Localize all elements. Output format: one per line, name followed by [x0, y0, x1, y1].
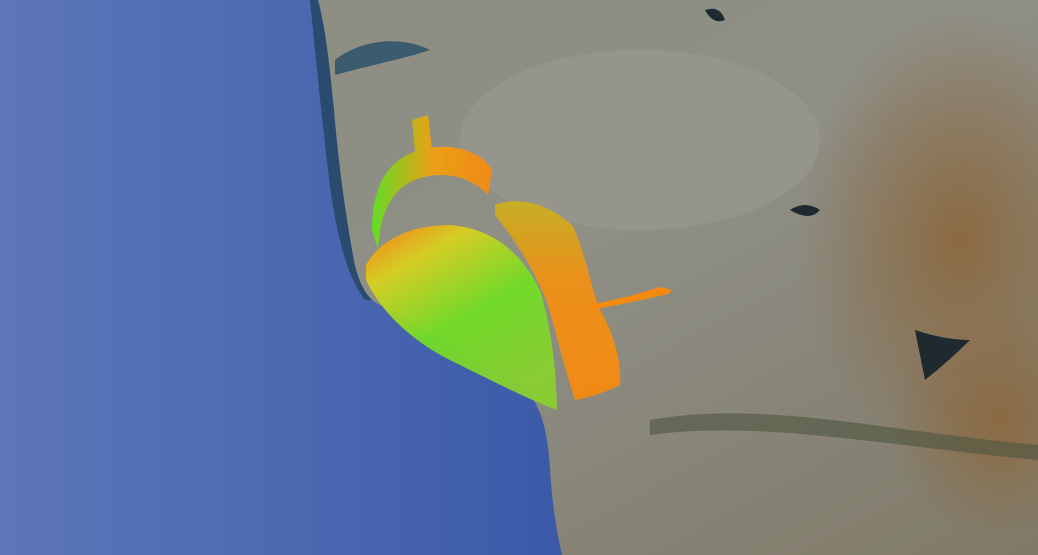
river-valley [650, 413, 1038, 460]
overlay-channel [590, 287, 672, 310]
overlay-fan [366, 225, 557, 410]
reservoir [705, 8, 970, 380]
overlay-bay [495, 201, 621, 400]
ocean [0, 0, 562, 555]
shoreline-kelp [310, 0, 372, 300]
overlay-outer-ring [372, 115, 492, 250]
bay-water [335, 41, 430, 75]
urban-area [460, 50, 820, 230]
